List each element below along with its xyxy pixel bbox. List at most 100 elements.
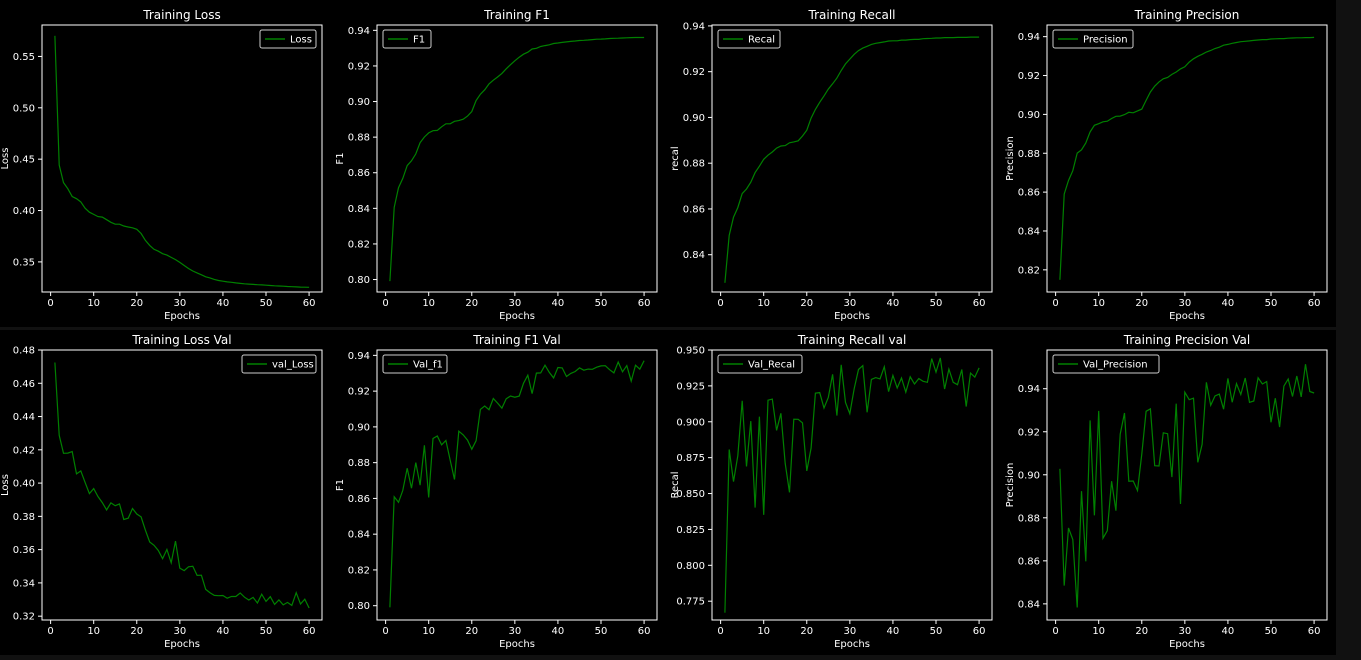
y-tick-label: 0.38 (13, 512, 35, 523)
x-tick-label: 10 (87, 626, 100, 637)
figure-row-background (0, 0, 1336, 327)
series-line (724, 357, 980, 613)
x-tick-label: 40 (1222, 626, 1235, 637)
x-tick-label: 0 (382, 626, 388, 637)
y-tick-label: 0.36 (13, 545, 35, 556)
legend-label: Recal (748, 35, 775, 46)
x-tick-label: 30 (508, 626, 521, 637)
x-tick-label: 40 (887, 298, 900, 309)
legend-label: F1 (413, 35, 425, 46)
y-tick-label: 0.84 (1018, 599, 1040, 610)
legend: Recal (717, 29, 781, 49)
x-tick-label: 20 (800, 298, 813, 309)
x-tick-label: 40 (887, 626, 900, 637)
x-tick-label: 60 (973, 626, 986, 637)
chart-title: Training Loss Val (131, 333, 231, 347)
y-tick-label: 0.92 (348, 61, 370, 72)
y-tick-label: 0.82 (348, 239, 370, 250)
legend-box (717, 354, 803, 374)
x-tick-label: 60 (638, 626, 651, 637)
y-tick-label: 0.88 (1018, 513, 1040, 524)
x-tick-label: 0 (717, 626, 723, 637)
legend-label: Val_Recal (748, 360, 795, 371)
plot-area-frame (711, 24, 993, 293)
x-tick-label: 50 (595, 626, 608, 637)
chart-title: Training Precision Val (1123, 333, 1251, 347)
series-line (389, 360, 645, 608)
plot-area-frame (41, 24, 323, 293)
x-tick-label: 0 (47, 298, 53, 309)
legend: Val_Precision (1052, 354, 1160, 374)
x-tick-label: 30 (173, 298, 186, 309)
chart-title: Training Recall val (797, 333, 907, 347)
x-tick-label: 20 (1135, 298, 1148, 309)
x-tick-label: 20 (465, 298, 478, 309)
plot-area-frame (711, 349, 993, 621)
chart-panel: Training Loss 0 10 20 30 40 50 60 0.35 0.40 0.45 0.… (0, 8, 323, 322)
chart-title: Training F1 Val (472, 333, 560, 347)
x-tick-label: 0 (717, 298, 723, 309)
series-line (54, 35, 310, 288)
x-axis-label: Epochs (164, 311, 200, 322)
y-tick-label: 0.900 (676, 417, 705, 428)
y-tick-label: 0.45 (13, 155, 35, 166)
y-tick-label: 0.35 (13, 257, 35, 268)
charts-grid: Training Loss 0 10 20 30 40 50 60 0.35 0.40 0.45 0.… (0, 0, 1336, 655)
x-axis-label: Epochs (1169, 311, 1205, 322)
x-tick-label: 20 (465, 626, 478, 637)
legend-label: Loss (290, 35, 312, 46)
series-line (724, 36, 980, 283)
legend-label: Val_Precision (1083, 360, 1148, 371)
y-tick-label: 0.86 (348, 168, 370, 179)
y-tick-label: 0.94 (348, 26, 370, 37)
x-axis-label: Epochs (164, 639, 200, 650)
y-tick-label: 0.92 (348, 387, 370, 398)
y-tick-label: 0.44 (13, 412, 35, 423)
y-tick-label: 0.94 (683, 21, 705, 32)
y-tick-label: 0.50 (13, 103, 35, 114)
y-tick-label: 0.40 (13, 479, 35, 490)
x-tick-label: 30 (1178, 626, 1191, 637)
legend-box (1052, 354, 1160, 374)
y-axis-label: Loss (0, 474, 11, 496)
x-tick-label: 40 (552, 298, 565, 309)
chart-panel: Training F1 0 10 20 30 40 50 60 0.80 0.82 0.84 0.86… (335, 8, 658, 322)
y-axis-label: Precision (1005, 463, 1016, 508)
chart-panel: Training Precision Val 0 10 20 30 40 50 60 0.84 0… (1005, 333, 1328, 650)
y-tick-label: 0.42 (13, 445, 35, 456)
x-tick-label: 10 (1092, 626, 1105, 637)
plot-area-frame (1046, 24, 1328, 293)
x-tick-label: 50 (1265, 626, 1278, 637)
y-tick-label: 0.775 (676, 597, 705, 608)
x-tick-label: 40 (217, 626, 230, 637)
y-tick-label: 0.92 (1018, 71, 1040, 82)
y-axis-label: Loss (0, 148, 11, 170)
y-tick-label: 0.86 (683, 204, 705, 215)
legend-box (241, 354, 317, 374)
x-tick-label: 10 (757, 298, 770, 309)
chart-title: Training Recall (808, 8, 896, 22)
chart-title: Training Loss (142, 8, 220, 22)
x-tick-label: 60 (638, 298, 651, 309)
x-tick-label: 50 (260, 298, 273, 309)
y-tick-label: 0.875 (676, 453, 705, 464)
x-tick-label: 10 (87, 298, 100, 309)
y-tick-label: 0.32 (13, 612, 35, 623)
plot-area-frame (376, 24, 658, 293)
chart-title: Training F1 (483, 8, 550, 22)
chart-panel: Training F1 Val 0 10 20 30 40 50 60 0.80 0.82 0.84… (335, 333, 658, 650)
y-tick-label: 0.90 (1018, 470, 1040, 481)
x-tick-label: 50 (1265, 298, 1278, 309)
y-tick-label: 0.88 (683, 159, 705, 170)
x-tick-label: 20 (800, 626, 813, 637)
x-tick-label: 0 (1052, 626, 1058, 637)
legend: Val_f1 (382, 354, 448, 374)
x-tick-label: 0 (47, 626, 53, 637)
y-tick-label: 0.925 (676, 381, 705, 392)
y-tick-label: 0.88 (348, 458, 370, 469)
y-tick-label: 0.55 (13, 52, 35, 63)
series-line (389, 36, 645, 282)
y-tick-label: 0.825 (676, 525, 705, 536)
y-tick-label: 0.84 (1018, 226, 1040, 237)
y-tick-label: 0.88 (1018, 149, 1040, 160)
